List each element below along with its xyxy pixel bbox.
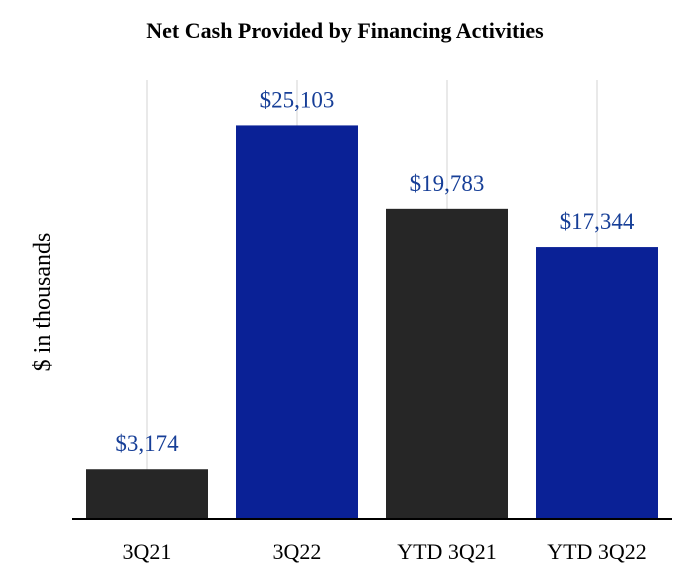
- bar-3q22: [236, 125, 358, 519]
- x-tick-labels: 3Q21 3Q22 YTD 3Q21 YTD 3Q22: [123, 539, 647, 564]
- bar-ytd-3q22: [536, 247, 658, 519]
- x-tick-label: 3Q21: [123, 539, 172, 564]
- bars: [86, 125, 658, 520]
- bar-3q21: [86, 469, 208, 519]
- chart-title: Net Cash Provided by Financing Activitie…: [146, 18, 544, 43]
- x-tick-label: YTD 3Q22: [547, 539, 647, 564]
- data-labels: $3,174 $25,103 $19,783 $17,344: [115, 87, 635, 456]
- gridlines: [146, 80, 598, 519]
- bar-ytd-3q21: [386, 208, 508, 520]
- data-label: $17,344: [560, 209, 635, 234]
- y-axis-label: $ in thousands: [30, 233, 56, 372]
- data-label: $3,174: [115, 431, 179, 456]
- data-label: $19,783: [410, 171, 485, 196]
- x-tick-label: YTD 3Q21: [397, 539, 497, 564]
- data-label: $25,103: [260, 87, 335, 112]
- x-tick-label: 3Q22: [273, 539, 322, 564]
